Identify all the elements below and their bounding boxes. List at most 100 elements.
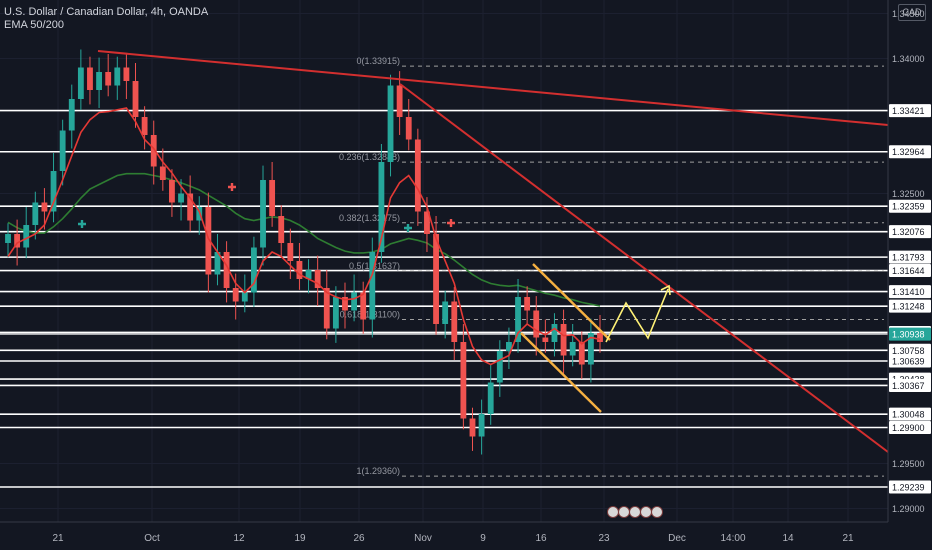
level-price-tag <box>889 285 931 299</box>
candle-body <box>178 193 184 203</box>
level-price-label: 1.30758 <box>892 346 925 356</box>
price-axis[interactable]: 1.34500 1.34000 1.32500 1.29500 1.29000 1.334… <box>887 0 932 550</box>
candle-body <box>87 67 93 90</box>
x-tick-label: 23 <box>598 533 610 544</box>
candle-body <box>223 252 230 288</box>
level-price-label: 1.31248 <box>892 302 925 312</box>
economic-event-flag-icon[interactable] <box>651 506 663 518</box>
horizontal-levels[interactable] <box>0 109 888 488</box>
candle-body <box>114 67 121 86</box>
candle-body <box>506 342 512 351</box>
candle-body <box>269 180 276 216</box>
ema-50-path <box>7 107 601 366</box>
currency-badge[interactable]: CAD <box>898 4 926 21</box>
y-tick-label: 1.34000 <box>892 54 925 64</box>
candle-body <box>232 288 239 302</box>
candle-body <box>369 252 376 320</box>
level-price-tag <box>889 407 931 421</box>
level-price-tag <box>889 299 931 313</box>
y-tick-label: 1.32500 <box>892 189 925 199</box>
x-tick-label: Dec <box>668 533 686 544</box>
candle-body <box>542 337 549 342</box>
candle-body <box>23 225 30 248</box>
candle-body <box>305 270 312 279</box>
candle-body <box>278 216 285 243</box>
descending-trendline-lower[interactable] <box>399 83 889 453</box>
level-price-label: 1.30367 <box>892 381 925 391</box>
indicator-label: EMA 50/200 <box>4 19 64 31</box>
candle-body <box>360 292 367 320</box>
candle-body <box>597 333 603 342</box>
candle-body <box>342 297 348 311</box>
level-price-tag <box>889 378 931 392</box>
fib-level-label: 0.236(1.32848) <box>339 152 400 162</box>
y-tick-label: 1.29000 <box>892 504 925 514</box>
economic-event-flag-icon[interactable] <box>640 506 652 518</box>
y-tick-label: 1.34500 <box>892 9 925 19</box>
ema-cross-markers <box>78 183 455 232</box>
descending-trendline-upper[interactable] <box>97 50 889 126</box>
channel-upper-line[interactable] <box>532 263 611 341</box>
candle-body <box>123 67 130 81</box>
channel-lower-line[interactable] <box>520 332 602 413</box>
candle-body <box>587 333 594 365</box>
economic-event-flag-icon[interactable] <box>607 506 619 518</box>
level-price-tag <box>889 327 931 341</box>
x-tick-label: 26 <box>353 533 365 544</box>
level-price-tag <box>889 199 931 213</box>
candle-body <box>296 261 303 279</box>
candle-body <box>141 117 148 135</box>
level-price-tag <box>889 354 931 368</box>
time-axis[interactable]: 21 Oct 12 19 26 Nov 9 16 23 Dec 14:00 14 21 <box>0 521 888 544</box>
ema-cross-marker <box>447 219 455 227</box>
candle-body <box>442 301 449 324</box>
level-price-label: 1.29239 <box>892 482 925 492</box>
level-price-label: 1.32964 <box>892 147 925 157</box>
candle-body <box>260 180 266 248</box>
level-price-tag <box>889 343 931 357</box>
ema-200-path <box>7 172 601 307</box>
level-price-tag <box>889 250 931 264</box>
ema-cross-marker <box>78 220 86 228</box>
candle-body <box>150 135 157 167</box>
candle-body <box>414 139 421 212</box>
level-price-label: 1.32076 <box>892 227 925 237</box>
candle-body <box>387 85 394 162</box>
candle-body <box>433 234 439 324</box>
candle-body <box>132 81 139 117</box>
level-price-tag <box>889 421 931 434</box>
candle-body <box>105 72 112 86</box>
candle-body <box>250 247 257 293</box>
candle-body <box>496 351 503 383</box>
candle-body <box>323 288 330 329</box>
fib-level-label: 0(1.33915) <box>356 56 400 66</box>
x-tick-label: 12 <box>233 533 245 544</box>
candle-body <box>59 130 66 171</box>
x-tick-label: 21 <box>842 533 854 544</box>
candle-body <box>241 292 248 302</box>
x-tick-label: 14:00 <box>720 533 745 544</box>
economic-event-flag-icon[interactable] <box>618 506 630 518</box>
economic-event-flag-icon[interactable] <box>629 506 641 518</box>
projection-path[interactable] <box>605 288 669 343</box>
candle-body <box>96 72 102 90</box>
candle-body <box>68 99 75 131</box>
ema-cross-marker <box>404 224 412 232</box>
candle-body <box>569 342 576 356</box>
candle-body <box>551 324 558 342</box>
candle-body <box>214 252 221 275</box>
symbol-title: U.S. Dollar / Canadian Dollar, 4h, OANDA <box>4 6 209 18</box>
level-price-label: 1.30639 <box>892 356 925 366</box>
level-price-label: 1.31793 <box>892 253 925 263</box>
projection-arrowhead <box>660 284 671 296</box>
drawings[interactable] <box>97 50 889 453</box>
level-price-label: 1.29900 <box>892 423 925 433</box>
candle-body <box>533 310 540 338</box>
x-tick-label: 16 <box>535 533 547 544</box>
event-icons[interactable] <box>607 506 663 518</box>
x-tick-label: 21 <box>52 533 64 544</box>
candle-body <box>41 202 48 212</box>
grid <box>0 0 888 522</box>
